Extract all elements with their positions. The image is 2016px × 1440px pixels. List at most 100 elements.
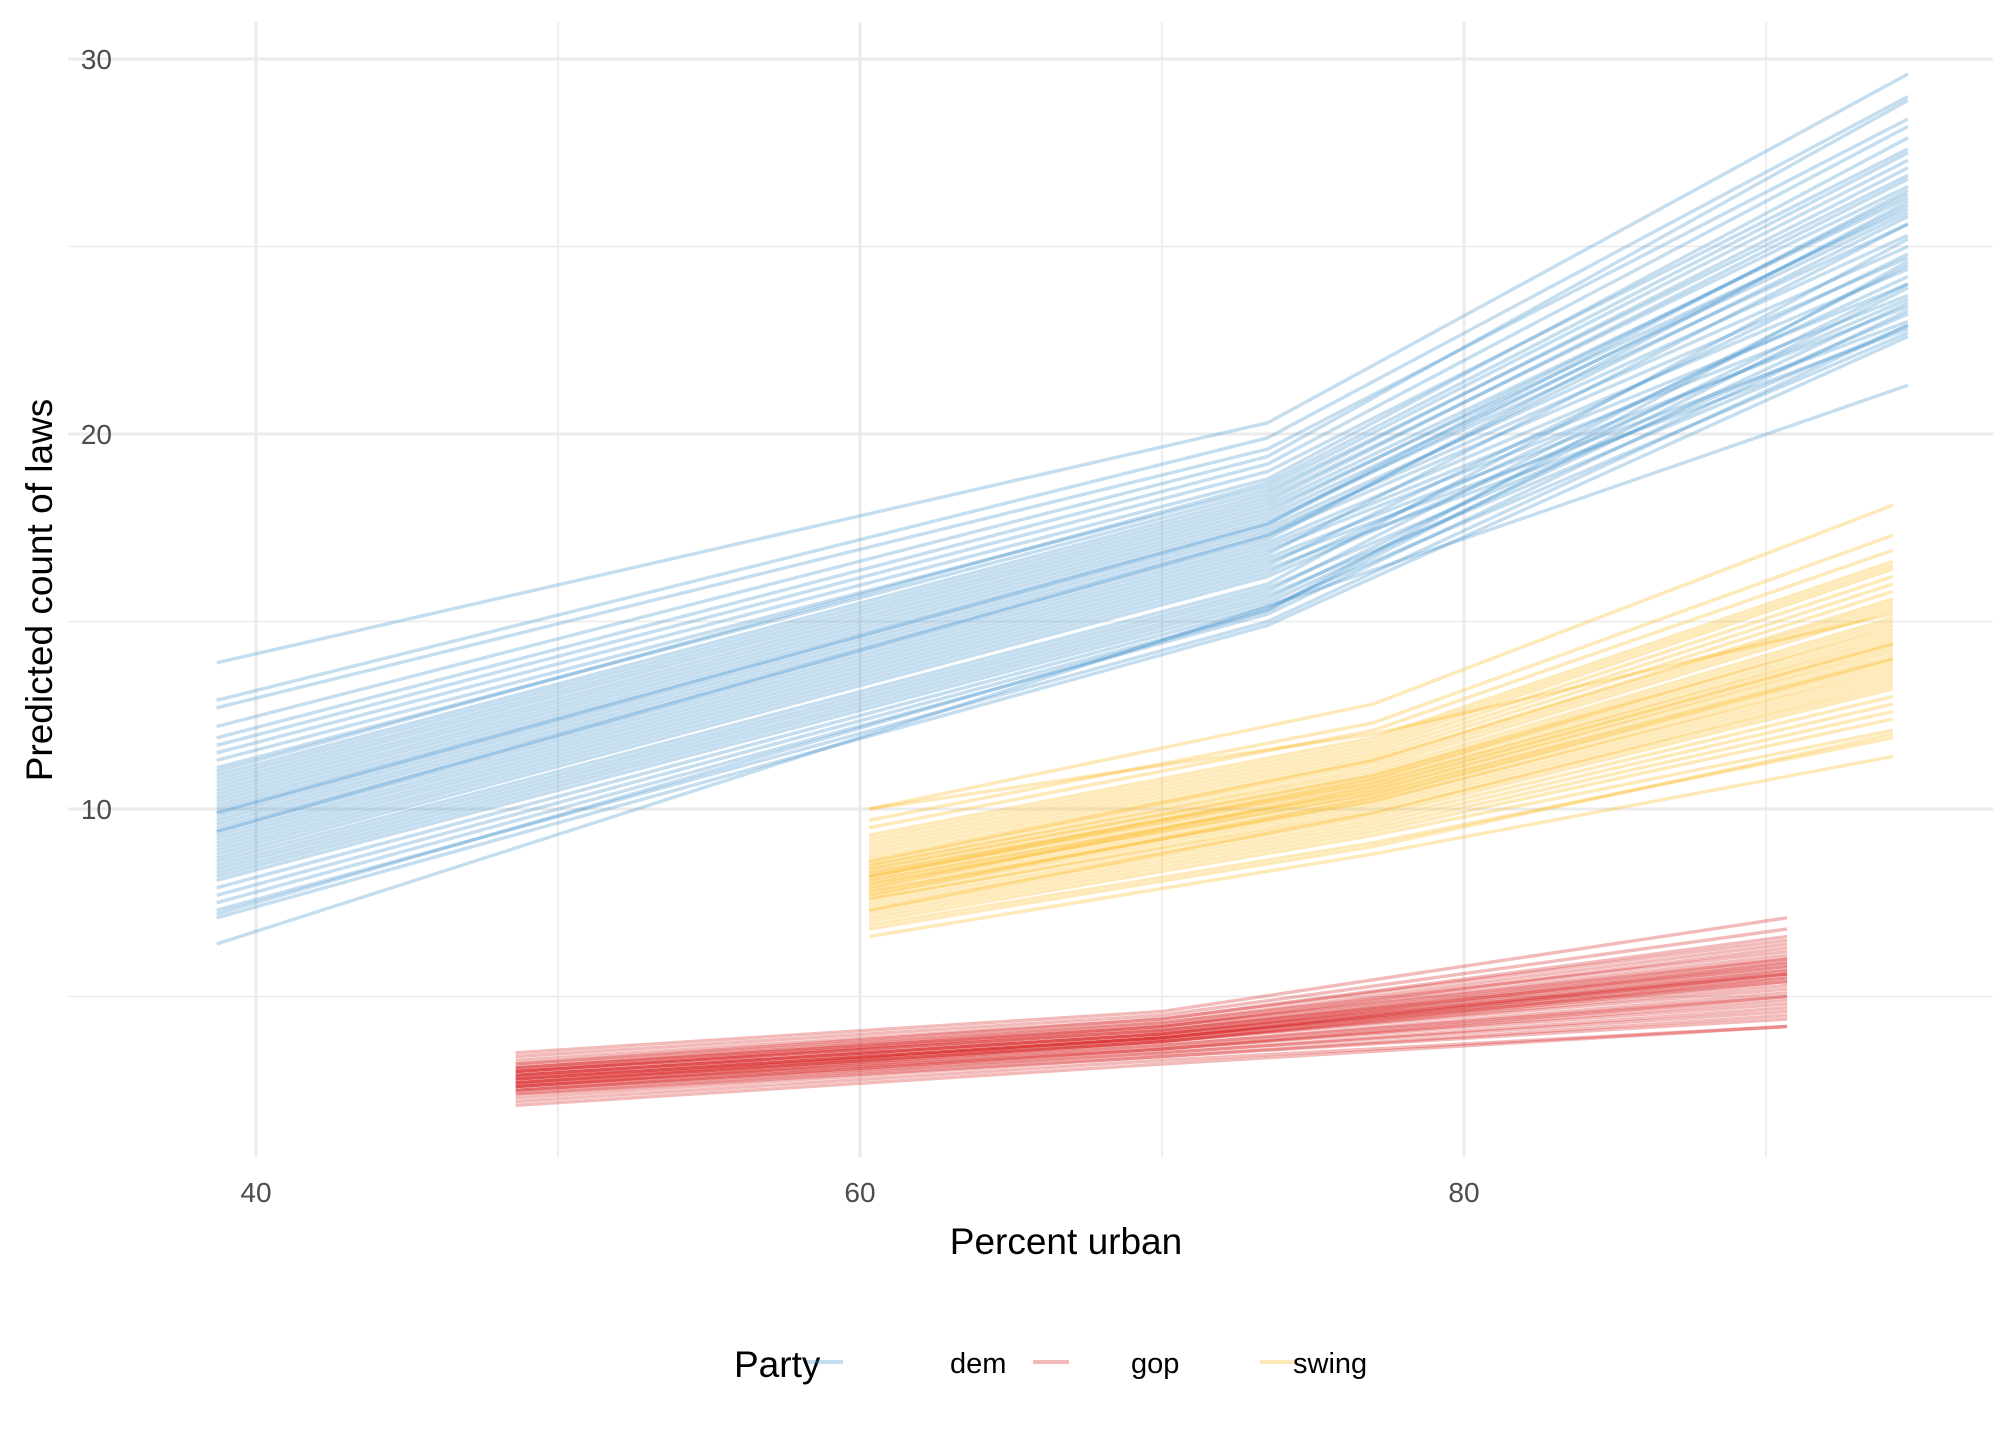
x-axis-title: Percent urban [950, 1221, 1182, 1262]
line-swing [868, 657, 1894, 897]
line-swing [868, 616, 1894, 867]
line-dem [216, 166, 1909, 777]
line-gop [515, 987, 1788, 1085]
line-swing [868, 676, 1894, 901]
line-dem [216, 244, 1909, 815]
line-swing [868, 709, 1894, 916]
line-swing [868, 657, 1894, 886]
line-dem [216, 256, 1909, 819]
line-dem [216, 383, 1909, 946]
line-dem [216, 323, 1909, 875]
x-tick-label: 80 [1448, 1177, 1479, 1208]
line-gop [515, 1024, 1788, 1107]
x-axis-ticks: 40 60 80 [240, 1177, 1479, 1208]
line-gop [515, 961, 1788, 1077]
line-gop [515, 976, 1788, 1081]
line-swing [868, 623, 1894, 879]
line-swing [868, 627, 1894, 871]
line-dem [216, 188, 1909, 815]
line-swing [868, 597, 1894, 860]
line-swing [868, 672, 1894, 897]
line-dem [216, 203, 1909, 807]
line-swing [868, 717, 1894, 920]
y-tick-label: 20 [81, 419, 112, 450]
line-swing [868, 567, 1894, 845]
line-gop [515, 957, 1788, 1074]
line-dem [216, 237, 1909, 864]
line-swing [868, 574, 1894, 849]
legend-label-dem: dem [950, 1348, 1006, 1380]
line-dem [216, 211, 1909, 800]
y-axis-ticks: 10 20 30 [81, 44, 112, 825]
line-dem [216, 308, 1909, 905]
line-gop [515, 964, 1788, 1074]
line-gop [515, 1013, 1788, 1096]
grid [68, 22, 1993, 1157]
line-swing [868, 619, 1894, 871]
line-dem [216, 331, 1909, 890]
line-swing [868, 732, 1894, 931]
line-dem [216, 319, 1909, 845]
line-gop [515, 976, 1788, 1089]
line-gop [515, 968, 1788, 1077]
line-dem [216, 297, 1909, 860]
line-gop [515, 927, 1788, 1059]
line-swing [868, 664, 1894, 894]
line-swing [868, 668, 1894, 894]
line-dem [216, 158, 1909, 762]
legend-item-dem: dem [807, 1348, 1006, 1380]
line-gop [515, 916, 1788, 1055]
line-dem [216, 124, 1909, 740]
x-tick-label: 40 [240, 1177, 271, 1208]
line-gop [515, 961, 1788, 1074]
line-dem [216, 199, 1909, 822]
legend: Party dem gop swing [734, 1344, 1367, 1385]
series-dem [216, 72, 1909, 946]
line-dem [216, 334, 1909, 920]
line-dem [216, 222, 1909, 804]
line-dem [216, 233, 1909, 811]
line-gop [515, 972, 1788, 1085]
line-gop [515, 946, 1788, 1070]
line-swing [868, 728, 1894, 924]
y-tick-label: 10 [81, 794, 112, 825]
y-axis-title: Predicted count of laws [19, 399, 60, 782]
line-gop [515, 964, 1788, 1077]
legend-label-gop: gop [1131, 1348, 1179, 1380]
line-dem [216, 293, 1909, 834]
line-gop [515, 942, 1788, 1066]
line-gop [515, 953, 1788, 1070]
line-dem [216, 196, 1909, 789]
line-swing [868, 646, 1894, 882]
line-dem [216, 173, 1909, 770]
line-dem [216, 260, 1909, 916]
line-dem [216, 117, 1909, 710]
x-tick-label: 60 [844, 1177, 875, 1208]
line-swing [868, 582, 1894, 852]
line-gop [515, 934, 1788, 1062]
line-swing [868, 702, 1894, 912]
line-swing [868, 661, 1894, 890]
line-gop [515, 1006, 1788, 1092]
line-swing [868, 649, 1894, 882]
line-swing [868, 608, 1894, 867]
legend-title: Party [734, 1344, 821, 1385]
line-swing [868, 604, 1894, 864]
line-swing [868, 653, 1894, 886]
line-swing [868, 533, 1894, 822]
line-dem [216, 267, 1909, 826]
legend-label-swing: swing [1293, 1348, 1367, 1380]
line-dem [216, 304, 1909, 841]
line-swing [868, 687, 1894, 905]
line-swing [868, 631, 1894, 875]
line-gop [515, 991, 1788, 1089]
line-gop [515, 972, 1788, 1077]
line-dem [216, 286, 1909, 897]
line-dem [216, 263, 1909, 871]
line-swing [868, 683, 1894, 912]
line-swing [868, 679, 1894, 901]
line-dem [216, 207, 1909, 792]
legend-item-gop: gop [1033, 1348, 1179, 1380]
line-swing [868, 642, 1894, 890]
